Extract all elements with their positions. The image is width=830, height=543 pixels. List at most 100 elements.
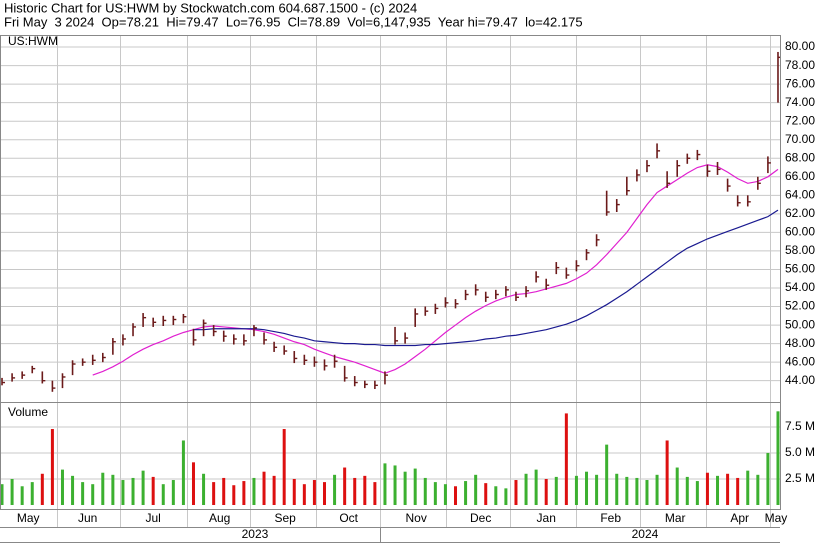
- y-tick-label: 54.00: [785, 280, 815, 294]
- x-tick-label: Apr: [730, 511, 749, 525]
- y-tick-label: 52.00: [785, 299, 815, 313]
- volume-bar: [312, 480, 316, 505]
- volume-bar: [91, 484, 95, 505]
- volume-bar: [413, 468, 417, 505]
- volume-bar: [454, 486, 458, 505]
- volume-bar: [776, 411, 780, 505]
- moving-average: [92, 164, 779, 376]
- volume-bar: [222, 477, 226, 505]
- volume-bar: [655, 474, 659, 505]
- volume-bar: [524, 473, 528, 505]
- volume-bar: [564, 413, 568, 505]
- x-tick-label: Nov: [406, 511, 427, 525]
- y-tick-label: 58.00: [785, 243, 815, 257]
- volume-bar: [534, 469, 538, 505]
- y-tick-label: 64.00: [785, 188, 815, 202]
- volume-frame: [0, 402, 781, 510]
- volume-bar: [161, 484, 165, 505]
- y-tick-label: 62.00: [785, 206, 815, 220]
- volume-bar: [605, 444, 609, 505]
- volume-bar: [10, 478, 14, 505]
- volume-bar: [574, 475, 578, 505]
- x-tick-label: May: [17, 511, 40, 525]
- volume-bar: [353, 477, 357, 505]
- volume-bar: [746, 470, 750, 505]
- x-tick-label: Jan: [537, 511, 556, 525]
- y-tick-label: 7.5 M: [785, 419, 815, 433]
- x-tick-label: Sep: [275, 511, 297, 525]
- volume-bar: [504, 488, 508, 505]
- volume-bar: [474, 474, 478, 505]
- volume-bar: [665, 440, 669, 505]
- volume-bar: [615, 473, 619, 505]
- volume-bar: [403, 471, 407, 505]
- y-tick-label: 78.00: [785, 58, 815, 72]
- volume-bar: [423, 477, 427, 505]
- chart-subtitle: Fri May 3 2024 Op=78.21 Hi=79.47 Lo=76.9…: [4, 14, 583, 29]
- y-tick-label: 68.00: [785, 150, 815, 164]
- x-tick-label: Jul: [146, 511, 161, 525]
- volume-bar: [695, 481, 699, 505]
- volume-bar: [645, 480, 649, 505]
- y-tick-label: 44.00: [785, 373, 815, 387]
- volume-bar: [272, 475, 276, 505]
- y-tick-label: 50.00: [785, 317, 815, 331]
- volume-bar: [171, 480, 175, 505]
- volume-bar: [212, 482, 216, 505]
- volume-bar: [464, 481, 468, 505]
- year-label: 2024: [632, 527, 659, 541]
- y-tick-label: 80.00: [785, 39, 815, 53]
- volume-bar: [151, 476, 155, 505]
- volume-bar: [625, 476, 629, 505]
- volume-bar: [554, 476, 558, 505]
- y-tick-label: 46.00: [785, 354, 815, 368]
- x-tick-label: Aug: [209, 511, 230, 525]
- y-tick-label: 56.00: [785, 262, 815, 276]
- volume-bar: [302, 484, 306, 505]
- volume-bar: [675, 467, 679, 505]
- volume-bar: [20, 486, 24, 505]
- year-label: 2023: [242, 527, 269, 541]
- volume-bar: [736, 477, 740, 505]
- x-tick-label: Oct: [339, 511, 358, 525]
- volume-bar: [282, 429, 286, 505]
- volume-bar: [514, 480, 518, 505]
- y-tick-label: 66.00: [785, 169, 815, 183]
- y-tick-label: 2.5 M: [785, 471, 815, 485]
- volume-bar: [202, 473, 206, 505]
- volume-bar: [685, 476, 689, 505]
- volume-bar: [726, 473, 730, 505]
- x-tick-label: Jun: [78, 511, 97, 525]
- x-tick-label: Dec: [470, 511, 491, 525]
- y-tick-label: 74.00: [785, 95, 815, 109]
- y-tick-label: 48.00: [785, 336, 815, 350]
- price-label: US:HWM: [8, 34, 58, 48]
- marks: [0, 51, 781, 505]
- volume-bar: [50, 429, 54, 505]
- grid: [0, 35, 780, 527]
- volume-bar: [494, 486, 498, 505]
- volume-bar: [0, 484, 4, 505]
- volume-bar: [595, 474, 599, 505]
- volume-bar: [443, 484, 447, 505]
- volume-label: Volume: [8, 405, 48, 419]
- volume-bar: [292, 478, 296, 505]
- volume-bar: [71, 475, 75, 505]
- y-tick-label: 70.00: [785, 132, 815, 146]
- volume-bar: [111, 474, 115, 505]
- volume-bar: [363, 475, 367, 505]
- volume-bar: [383, 463, 387, 505]
- volume-bar: [131, 477, 135, 505]
- y-tick-label: 60.00: [785, 225, 815, 239]
- volume-bar: [484, 483, 488, 505]
- volume-bar: [141, 470, 145, 505]
- volume-bar: [373, 482, 377, 505]
- volume-bar: [121, 480, 125, 505]
- volume-bar: [81, 482, 85, 505]
- volume-bar: [40, 473, 44, 505]
- y-tick-label: 5.0 M: [785, 445, 815, 459]
- x-tick-label: Feb: [600, 511, 621, 525]
- volume-bar: [262, 471, 266, 505]
